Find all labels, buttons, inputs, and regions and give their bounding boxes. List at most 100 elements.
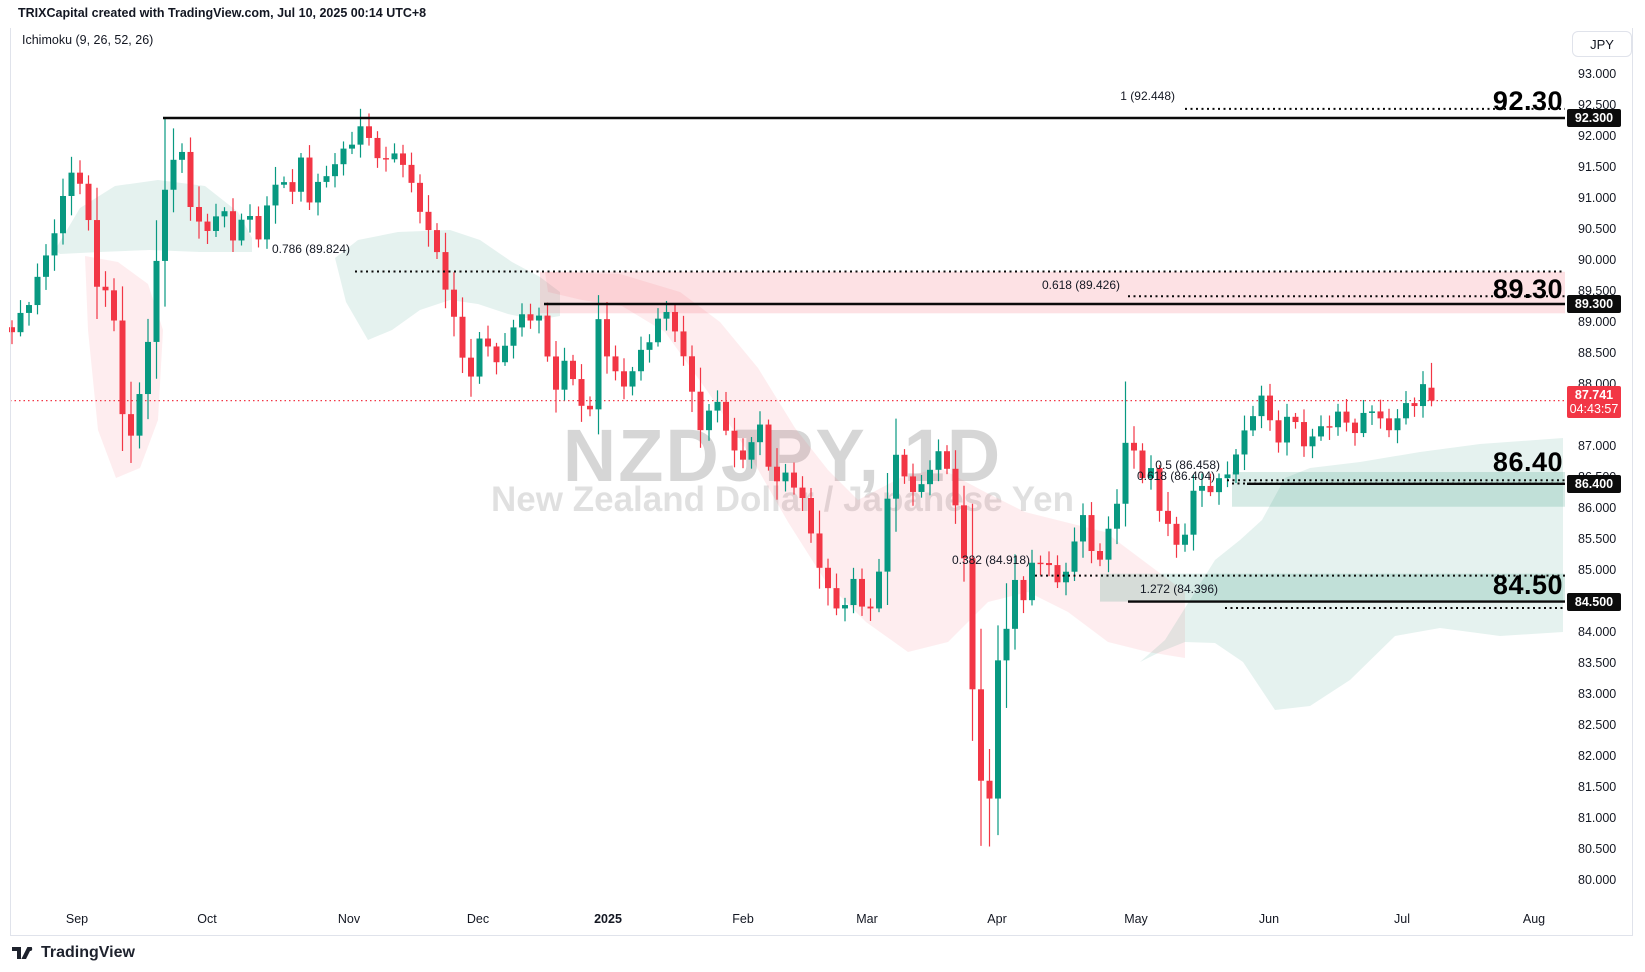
candle — [1343, 399, 1350, 432]
candle — [323, 165, 330, 188]
candle — [578, 364, 585, 422]
candle — [1284, 403, 1290, 456]
candle — [842, 597, 848, 622]
candle — [1173, 516, 1180, 558]
candle — [663, 300, 670, 331]
right-border — [1632, 28, 1633, 936]
candle — [1258, 385, 1265, 429]
candle — [893, 418, 899, 532]
candle — [145, 318, 151, 420]
candle — [1046, 551, 1052, 577]
candle — [179, 143, 185, 173]
candle — [128, 381, 134, 463]
candle — [986, 749, 993, 847]
candle — [1182, 523, 1188, 552]
candle — [289, 169, 296, 205]
candle — [111, 278, 117, 332]
candle — [731, 417, 738, 468]
candle — [1377, 399, 1384, 429]
candle — [1233, 449, 1239, 483]
candle — [60, 178, 66, 245]
candle — [944, 445, 950, 475]
ichimoku-cloud — [1140, 438, 1563, 710]
candle — [757, 411, 763, 456]
candle — [1403, 391, 1409, 425]
candle — [187, 137, 194, 221]
candle — [281, 176, 287, 189]
candle — [561, 347, 568, 401]
candle — [485, 325, 491, 357]
candle — [969, 503, 976, 741]
candle — [1411, 397, 1418, 417]
price-zone[interactable] — [540, 271, 1565, 314]
candle — [1335, 403, 1341, 436]
candle — [816, 510, 823, 589]
candle — [383, 146, 389, 172]
candle — [204, 213, 211, 244]
candle — [1207, 473, 1214, 497]
candle — [136, 382, 143, 449]
candle — [1156, 464, 1163, 522]
candle — [493, 342, 500, 375]
indicator-legend[interactable]: Ichimoku (9, 26, 52, 26) — [22, 33, 154, 47]
candle — [238, 213, 245, 246]
candle — [357, 108, 364, 158]
candle — [570, 354, 576, 386]
candle — [1029, 549, 1035, 606]
candle — [901, 449, 908, 484]
candle — [1250, 405, 1256, 437]
candle — [1352, 418, 1358, 446]
bottom-border — [10, 935, 1632, 936]
candle — [468, 338, 474, 397]
candle — [765, 419, 772, 471]
tradingview-logo[interactable]: TradingView — [12, 944, 135, 962]
candle — [1428, 362, 1435, 407]
candle — [264, 196, 270, 249]
candle — [502, 333, 508, 366]
candle — [595, 295, 602, 435]
candle — [1326, 415, 1333, 440]
candle — [859, 568, 865, 616]
ichimoku-cloud — [545, 272, 1185, 658]
candle — [723, 391, 729, 436]
candle — [774, 448, 780, 500]
price-zone[interactable] — [1100, 573, 1565, 602]
price-zone[interactable] — [1232, 472, 1565, 507]
candle — [1420, 371, 1426, 418]
currency-unit-button[interactable]: JPY — [1572, 31, 1632, 57]
attribution-text: TRIXCapital created with TradingView.com… — [18, 6, 427, 20]
candle — [553, 341, 559, 413]
candle — [884, 473, 891, 606]
candle — [1097, 543, 1103, 567]
candle — [213, 203, 219, 237]
candle — [77, 160, 83, 195]
candle — [544, 302, 551, 362]
candle — [1063, 562, 1069, 596]
candle — [162, 118, 168, 307]
candle — [621, 358, 627, 400]
candle — [961, 485, 967, 582]
candle — [451, 272, 457, 337]
candle — [34, 263, 41, 315]
candle — [1080, 503, 1086, 558]
candle — [536, 307, 542, 334]
candle — [68, 156, 75, 216]
candle — [85, 175, 92, 231]
candle — [1318, 415, 1324, 441]
candle — [604, 301, 610, 374]
candle — [417, 174, 423, 224]
tradingview-logo-icon — [12, 947, 33, 959]
candle — [1301, 409, 1307, 457]
candle — [306, 145, 313, 211]
candle — [910, 463, 916, 506]
candle — [587, 396, 593, 417]
candle — [689, 345, 695, 413]
candle — [374, 131, 381, 168]
candle — [808, 487, 814, 543]
candle — [315, 173, 321, 216]
candle — [400, 144, 406, 178]
candle — [349, 131, 355, 155]
candle — [706, 404, 712, 441]
candle — [791, 462, 797, 495]
